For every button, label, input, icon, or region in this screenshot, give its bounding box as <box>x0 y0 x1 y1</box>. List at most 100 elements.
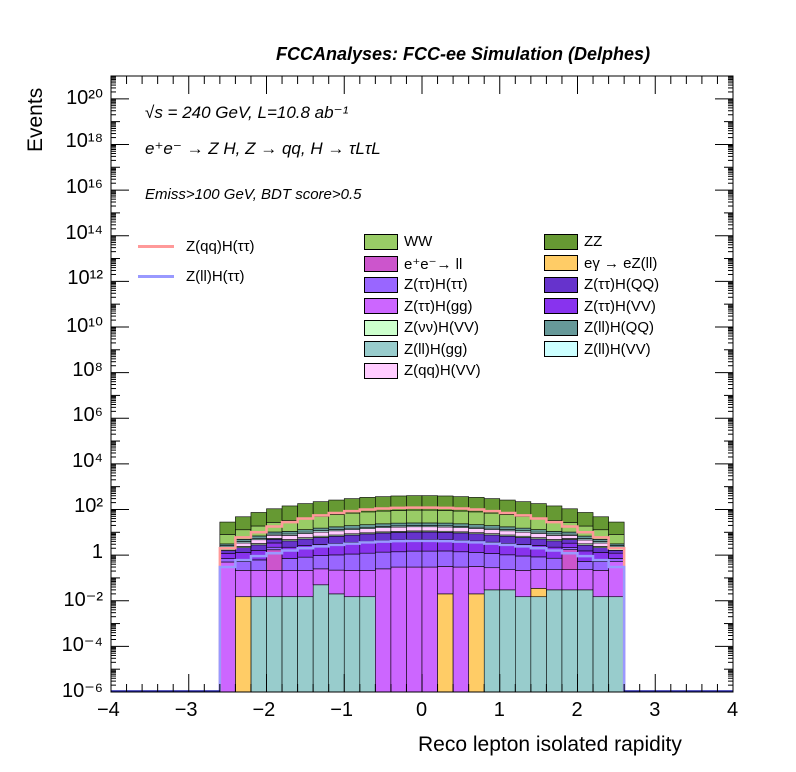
bar-z-ll-h-qq-15 <box>452 523 469 527</box>
legend-swatch <box>364 255 398 272</box>
bar-zz-1 <box>235 516 252 531</box>
bar-z-h-gg-1 <box>235 570 252 598</box>
bar-z-qq-h-vv-21 <box>546 535 563 540</box>
bar-ww-12 <box>406 509 423 524</box>
bar-z-h-gg-15 <box>452 566 469 693</box>
bar-z-ll-h-gg-4 <box>281 596 298 693</box>
bar-z-h-1 <box>235 561 252 571</box>
legend-line-z-qq-h: Z(qq)H(ττ) <box>138 238 255 255</box>
y-tick-label: 10¹² <box>67 267 103 290</box>
legend-line-swatch <box>138 275 174 278</box>
bar-zz-19 <box>514 501 532 517</box>
bar-z-h-qq-13 <box>421 531 438 540</box>
bar-z-h-10 <box>375 551 392 570</box>
bar-z-qq-h-vv-9 <box>359 528 376 534</box>
bar-z-ll-h-qq-6 <box>312 527 329 531</box>
legend-entry-z-ll-h-vv: Z(ll)H(VV) <box>544 341 651 358</box>
bar-z-qq-h-vv-22 <box>561 535 578 539</box>
legend-label: WW <box>404 233 433 250</box>
legend-label: Z(νν)H(VV) <box>404 319 479 336</box>
bar-z-h-gg-18 <box>499 569 516 591</box>
bar-ww-11 <box>390 510 407 524</box>
bar-z-ll-h-gg-19 <box>514 596 532 693</box>
bar-z-h-qq-4 <box>281 540 298 548</box>
bar-z-h-25 <box>608 558 625 562</box>
legend-entry-z-qq-h-vv: Z(qq)H(VV) <box>364 362 481 379</box>
x-tick-label: −3 <box>174 699 198 721</box>
bar-z-ll-h-gg-20 <box>530 596 547 693</box>
bar-z-h-vv-25 <box>608 552 625 559</box>
bar-z-ll-h-gg-18 <box>499 589 516 693</box>
bar-z-h-20 <box>530 556 547 570</box>
bar-e-ez-ll-16 <box>468 593 485 693</box>
legend-swatch <box>544 276 578 293</box>
bar-z-h-3 <box>266 546 283 551</box>
legend-label: Z(ll)H(gg) <box>404 340 468 358</box>
bar-z-h-qq-15 <box>452 532 469 541</box>
bar-z-ll-h-qq-9 <box>359 524 376 528</box>
bar-z-h-gg-7 <box>328 569 345 595</box>
bar-ww-16 <box>468 511 485 525</box>
bar-z-ll-h-qq-16 <box>468 524 485 528</box>
bar-ww-25 <box>608 534 625 545</box>
bar-z-qq-h-vv-24 <box>592 542 609 547</box>
bar-z-h-gg-24 <box>592 570 609 598</box>
legend-swatch <box>544 298 578 314</box>
bar-z-qq-h-vv-10 <box>375 527 392 533</box>
x-axis-label: Reco lepton isolated rapidity <box>418 733 682 756</box>
bar-z-h-qq-23 <box>577 544 594 552</box>
bar-z-h-0 <box>219 558 236 563</box>
bar-z-h-gg-0 <box>219 561 236 693</box>
bar-ww-18 <box>499 514 516 528</box>
bar-z-h-gg-12 <box>406 566 423 693</box>
bar-z-h-qq-7 <box>328 535 345 544</box>
legend-entry-ww: WW <box>364 233 432 250</box>
x-tick-label: 2 <box>571 699 583 721</box>
selection-cut-label: Emiss>100 GeV, BDT score>0.5 <box>145 186 362 203</box>
bar-z-ll-h-gg-24 <box>592 596 609 693</box>
legend-swatch <box>364 341 398 357</box>
bar-z-h-qq-18 <box>499 535 516 544</box>
y-tick-label: 10⁻⁴ <box>61 634 103 657</box>
bar-z-h-vv-0 <box>219 553 236 559</box>
energy-luminosity-label: √s = 240 GeV, L=10.8 ab⁻¹ <box>145 103 349 122</box>
legend-entry-z-h: Z(ττ)H(ττ) <box>364 276 468 293</box>
bar-z-h-vv-4 <box>281 546 298 559</box>
bar-ww-14 <box>437 510 454 524</box>
y-tick-label: 1 <box>91 541 103 564</box>
bar-z-h-qq-16 <box>468 533 485 542</box>
bar-z-h-qq-21 <box>546 540 563 548</box>
bar-z-qq-h-vv-12 <box>406 526 423 532</box>
y-tick-label: 10¹⁸ <box>65 130 103 153</box>
bar-z-h-qq-3 <box>266 539 283 544</box>
bar-z-h-gg-19 <box>514 570 532 598</box>
overlay-line-z-qq-h <box>218 506 626 692</box>
bar-z-h-7 <box>328 554 345 571</box>
bar-z-h-qq-11 <box>390 532 407 541</box>
bar-ww-10 <box>375 510 392 525</box>
bar-z-ll-h-gg-5 <box>297 596 314 693</box>
x-tick-label: −2 <box>252 699 276 721</box>
bar-z-h-22 <box>561 547 578 550</box>
legend-entry-z-ll-h-gg: Z(ll)H(gg) <box>364 341 467 358</box>
legend-label: e⁺e⁻→ ll <box>404 255 463 273</box>
legend-swatch <box>544 233 578 250</box>
bar-z-h-5 <box>297 556 314 571</box>
bar-z-ll-h-gg-23 <box>577 589 594 693</box>
bar-z-h-qq-22 <box>561 539 578 544</box>
bar-ww-5 <box>297 517 314 530</box>
legend-label: Z(ll)H(ττ) <box>186 268 245 285</box>
bar-z-ll-h-qq-13 <box>421 522 438 526</box>
bar-z-qq-h-vv-1 <box>235 542 252 547</box>
bar-z-qq-h-vv-4 <box>281 535 298 540</box>
bar-z-h-qq-10 <box>375 532 392 541</box>
bar-z-h-16 <box>468 552 485 567</box>
bar-z-h-qq-24 <box>592 547 609 553</box>
bar-z-qq-h-vv-13 <box>421 526 438 532</box>
bar-z-h-2 <box>250 559 267 571</box>
bar-z-ll-h-gg-17 <box>483 589 501 693</box>
bar-z-qq-h-vv-19 <box>514 531 532 537</box>
bar-ww-15 <box>452 510 469 525</box>
y-tick-label: 10⁴ <box>72 449 103 472</box>
legend-swatch <box>364 319 398 336</box>
